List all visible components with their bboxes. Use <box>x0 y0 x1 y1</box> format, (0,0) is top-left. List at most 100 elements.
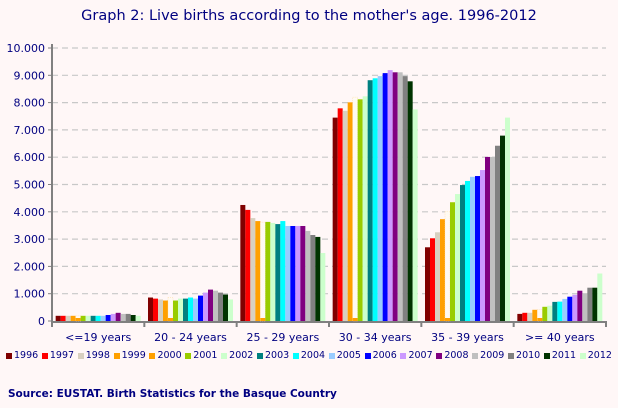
bar-2003 <box>275 224 281 321</box>
source-note: Source: EUSTAT. Birth Statistics for the… <box>8 388 337 400</box>
legend-item: 2004 <box>292 350 325 361</box>
x-tick-label: 30 - 34 years <box>339 331 412 344</box>
legend-label: 2002 <box>229 350 254 361</box>
bar-1998 <box>158 299 163 321</box>
bar-base-2000 <box>445 318 450 321</box>
bar-2008 <box>485 156 490 321</box>
legend-label: 2001 <box>193 350 218 361</box>
x-tick-label: 20 - 24 years <box>154 331 227 344</box>
x-tick-label: <=19 years <box>65 331 131 344</box>
y-tick-label: 9.000 <box>14 69 46 82</box>
legend-swatch <box>77 352 84 359</box>
bar-2001 <box>357 99 363 321</box>
bar-2001 <box>450 202 455 321</box>
bar-2002 <box>270 222 276 321</box>
bar-base-2000 <box>352 318 358 321</box>
bar-1996 <box>240 204 246 321</box>
bar-2007 <box>295 225 301 321</box>
bar-2011 <box>223 294 228 321</box>
bar-2006 <box>290 225 296 321</box>
bar-1997 <box>430 238 435 321</box>
bar-2003 <box>367 80 373 322</box>
bar-2012 <box>228 299 233 321</box>
bar-1997 <box>522 312 528 321</box>
bar-2012 <box>412 109 418 321</box>
legend-item: 2012 <box>579 350 612 361</box>
bar-2009 <box>120 313 126 321</box>
y-tick-label: 10.000 <box>7 42 46 55</box>
bar-1998 <box>527 312 533 321</box>
bar-chart: 0 1.000 2.000 3.000 4.000 5.000 6.000 7.000 8.00… <box>7 42 607 344</box>
bar-2011 <box>407 81 413 321</box>
y-tick-label: 5.000 <box>14 179 46 192</box>
bar-2004 <box>372 78 378 321</box>
bar-2004 <box>557 301 563 321</box>
bar-2004 <box>95 315 101 321</box>
bar-2001 <box>542 306 548 321</box>
bar-2007 <box>480 170 485 321</box>
bar-base-2000 <box>260 318 266 321</box>
bar-1999 <box>347 102 353 322</box>
bar-1998 <box>250 218 256 321</box>
bar-1997 <box>245 209 251 321</box>
x-tick-label: >= 40 years <box>525 331 595 344</box>
bar-2006 <box>567 296 573 321</box>
bar-2011 <box>500 135 505 321</box>
bar-2005 <box>285 225 291 321</box>
bar-2010 <box>125 313 131 321</box>
legend-label: 2012 <box>587 350 612 361</box>
legend-swatch <box>543 352 550 359</box>
bar-2007 <box>387 70 393 321</box>
bar-2002 <box>547 305 553 321</box>
legend-item: 1999 <box>113 350 146 361</box>
bar-1998 <box>435 232 440 321</box>
bar-1998 <box>342 110 348 321</box>
bar-2011 <box>315 236 321 321</box>
legend-swatch <box>292 352 299 359</box>
bar-2008 <box>300 225 306 321</box>
bar-1999 <box>440 219 445 321</box>
chart-title: Graph 2: Live births according to the mo… <box>81 8 537 24</box>
legend-swatch <box>364 352 371 359</box>
bar-2002 <box>362 96 368 321</box>
bar-2009 <box>397 72 403 321</box>
legend-item: 2011 <box>543 350 576 361</box>
x-tick-label: 35 - 39 years <box>431 331 504 344</box>
bar-2007 <box>572 294 578 321</box>
legend-label: 1996 <box>14 350 39 361</box>
bar-2010 <box>218 292 223 321</box>
bar-2003 <box>460 185 465 321</box>
legend-item: 2001 <box>185 350 217 361</box>
bar-2012 <box>320 253 326 321</box>
legend-item: 2008 <box>436 350 469 361</box>
bar-2008 <box>115 312 121 321</box>
bar-1997 <box>60 315 66 321</box>
bar-2009 <box>305 230 311 321</box>
bar-2004 <box>280 221 286 321</box>
bar-2012 <box>135 315 141 321</box>
legend-swatch <box>6 352 12 359</box>
bar-1996 <box>148 297 153 321</box>
bar-2009 <box>213 290 218 321</box>
bar-2001 <box>80 315 86 321</box>
legend-item: 1998 <box>77 350 110 361</box>
bar-2000 <box>167 297 174 322</box>
bar-1996 <box>425 247 430 321</box>
legend-swatch <box>113 352 120 359</box>
y-tick-label: 4.000 <box>14 206 46 219</box>
bar-1996 <box>517 313 523 321</box>
bar-2010 <box>587 287 593 321</box>
bar-2003 <box>552 301 558 321</box>
bar-base-2000 <box>537 318 543 321</box>
bar-2003 <box>90 315 96 321</box>
legend-swatch <box>41 352 48 359</box>
bar-2004 <box>465 180 470 321</box>
bar-2009 <box>582 293 588 321</box>
legend-label: 2000 <box>157 350 182 361</box>
legend-item: 2006 <box>364 350 397 361</box>
y-tick-label: 3.000 <box>14 233 46 246</box>
bar-2010 <box>495 145 500 321</box>
bar-1999 <box>532 309 538 321</box>
legend-swatch <box>328 352 335 359</box>
legend-swatch <box>508 352 515 359</box>
